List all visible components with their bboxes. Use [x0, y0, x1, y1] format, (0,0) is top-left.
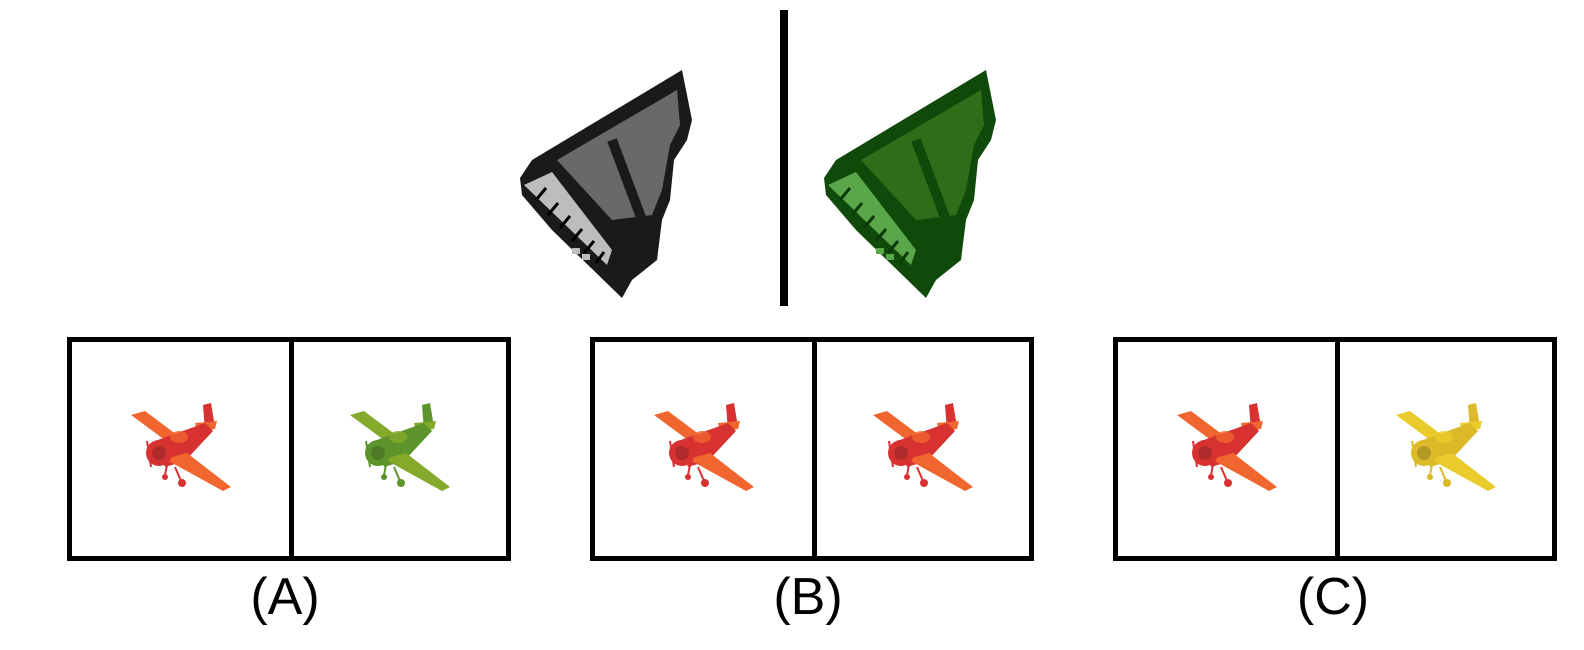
piano-black-icon [512, 60, 712, 300]
option-a-label[interactable]: (A) [205, 565, 365, 629]
option-c-left-cell [1118, 342, 1335, 556]
piano-green-icon [816, 60, 1016, 300]
option-c-label[interactable]: (C) [1253, 565, 1413, 629]
option-c-box[interactable] [1113, 337, 1557, 561]
airplane-red-icon [648, 401, 760, 497]
option-a-left-cell [72, 342, 289, 556]
option-b-left-cell [595, 342, 812, 556]
airplane-yellow-icon [1390, 401, 1502, 497]
option-b-right-cell [817, 342, 1029, 556]
option-c-right-cell [1340, 342, 1552, 556]
example-divider [780, 10, 788, 306]
airplane-red-icon [125, 401, 237, 497]
option-a-right-cell [294, 342, 506, 556]
airplane-green-icon [344, 401, 456, 497]
option-a-box[interactable] [67, 337, 511, 561]
airplane-red-icon [1171, 401, 1283, 497]
option-b-box[interactable] [590, 337, 1034, 561]
option-b-label[interactable]: (B) [728, 565, 888, 629]
airplane-red-icon [867, 401, 979, 497]
